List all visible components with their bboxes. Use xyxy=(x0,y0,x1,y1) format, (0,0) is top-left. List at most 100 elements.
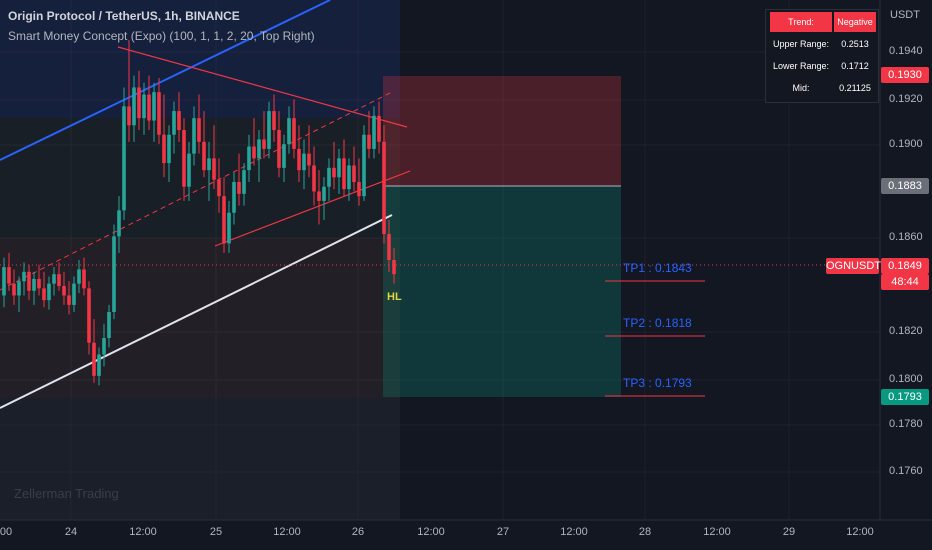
candle-body[interactable] xyxy=(112,236,116,312)
candle-body[interactable] xyxy=(382,141,386,234)
candle-body[interactable] xyxy=(357,182,361,197)
pennant-upper-line[interactable] xyxy=(117,46,408,128)
candle-body[interactable] xyxy=(152,92,156,121)
candle-body[interactable] xyxy=(317,191,321,201)
candle-body[interactable] xyxy=(37,278,41,289)
indicator-label[interactable]: Smart Money Concept (Expo) (100, 1, 1, 2… xyxy=(8,29,315,43)
candle-body[interactable] xyxy=(97,354,101,376)
time-tick: 24 xyxy=(64,526,78,538)
take-profit-zone[interactable] xyxy=(383,186,621,397)
candle-body[interactable] xyxy=(172,111,176,135)
candle-body[interactable] xyxy=(312,165,316,192)
candle-body[interactable] xyxy=(247,146,251,171)
candle-body[interactable] xyxy=(257,139,261,159)
candle-body[interactable] xyxy=(142,94,146,119)
candle-body[interactable] xyxy=(297,148,301,171)
candle-body[interactable] xyxy=(47,283,51,301)
candle-body[interactable] xyxy=(252,146,256,159)
candle-body[interactable] xyxy=(12,283,16,296)
candle-body[interactable] xyxy=(192,118,196,154)
candle-body[interactable] xyxy=(2,267,6,296)
candle-body[interactable] xyxy=(387,234,391,260)
price-tick: 0.1860 xyxy=(889,231,923,243)
candle-body[interactable] xyxy=(162,134,166,164)
candle-body[interactable] xyxy=(222,196,226,244)
candle-body[interactable] xyxy=(237,182,241,194)
candle-body[interactable] xyxy=(207,158,211,171)
candle-body[interactable] xyxy=(77,269,81,284)
grid xyxy=(0,0,880,520)
candle-body[interactable] xyxy=(377,115,381,142)
candle-body[interactable] xyxy=(352,165,356,182)
candle-body[interactable] xyxy=(32,278,36,291)
chart-title[interactable]: Origin Protocol / TetherUS, 1h, BINANCE xyxy=(8,9,240,23)
candle-body[interactable] xyxy=(227,212,231,244)
candle-body[interactable] xyxy=(52,274,56,284)
candle-body[interactable] xyxy=(122,106,126,211)
candle-body[interactable] xyxy=(107,312,111,338)
time-tick: 29 xyxy=(782,526,796,538)
candle-body[interactable] xyxy=(167,134,171,164)
candle-body[interactable] xyxy=(117,210,121,237)
candle-body[interactable] xyxy=(322,186,326,201)
candle-body[interactable] xyxy=(182,130,186,187)
candle-body[interactable] xyxy=(262,139,266,149)
pennant-lower-line[interactable] xyxy=(214,170,411,247)
upper-blue-trendline[interactable] xyxy=(0,0,331,161)
candle-body[interactable] xyxy=(57,274,61,286)
candle-body[interactable] xyxy=(367,134,371,149)
candle-body[interactable] xyxy=(267,111,271,149)
candle-body[interactable] xyxy=(307,153,311,166)
candle-body[interactable] xyxy=(242,170,246,194)
candle-body[interactable] xyxy=(332,167,336,178)
candle-body[interactable] xyxy=(147,94,151,121)
candle-body[interactable] xyxy=(127,106,131,126)
stop-loss-zone[interactable] xyxy=(383,76,621,186)
candle-body[interactable] xyxy=(287,118,291,145)
candle-body[interactable] xyxy=(132,87,136,126)
candle-body[interactable] xyxy=(327,167,331,187)
price-tick: 0.1760 xyxy=(889,465,923,477)
watermark: Zellerman Trading xyxy=(14,486,119,501)
info-table: Trend: Negative Upper Range: 0.2513 Lowe… xyxy=(765,9,879,103)
candle-body[interactable] xyxy=(272,111,276,130)
candle-body[interactable] xyxy=(362,134,366,197)
candle-body[interactable] xyxy=(102,338,106,355)
candle-body[interactable] xyxy=(392,260,396,275)
candle-body[interactable] xyxy=(177,111,181,130)
candle-body[interactable] xyxy=(202,141,206,171)
candle-body[interactable] xyxy=(197,118,201,142)
candles[interactable] xyxy=(2,40,396,386)
candle-body[interactable] xyxy=(212,158,216,180)
candle-body[interactable] xyxy=(302,153,306,171)
candle-body[interactable] xyxy=(92,342,96,376)
candle-body[interactable] xyxy=(337,158,341,178)
price-tick: 0.1800 xyxy=(889,373,923,385)
table-label-lower: Lower Range: xyxy=(772,61,830,71)
candle-body[interactable] xyxy=(17,281,21,296)
candle-body[interactable] xyxy=(187,153,191,187)
candle-body[interactable] xyxy=(137,87,141,119)
candle-body[interactable] xyxy=(342,158,346,190)
candle-body[interactable] xyxy=(7,267,11,284)
candle-body[interactable] xyxy=(82,269,86,289)
candle-body[interactable] xyxy=(72,283,76,305)
table-value-upper: 0.2513 xyxy=(841,39,869,49)
lower-white-trendline[interactable] xyxy=(0,214,393,409)
candle-body[interactable] xyxy=(277,130,281,168)
candle-body[interactable] xyxy=(282,144,286,168)
candle-body[interactable] xyxy=(232,182,236,213)
time-tick: 27 xyxy=(496,526,510,538)
candle-body[interactable] xyxy=(67,295,71,305)
candle-body[interactable] xyxy=(42,288,46,301)
candle-body[interactable] xyxy=(62,286,66,296)
candle-body[interactable] xyxy=(347,165,351,190)
candle-body[interactable] xyxy=(87,288,91,343)
candle-body[interactable] xyxy=(372,115,376,149)
candle-body[interactable] xyxy=(217,179,221,197)
candle-body[interactable] xyxy=(22,271,26,282)
candle-body[interactable] xyxy=(157,92,161,135)
candle-body[interactable] xyxy=(27,271,31,291)
candle-body[interactable] xyxy=(292,118,296,149)
